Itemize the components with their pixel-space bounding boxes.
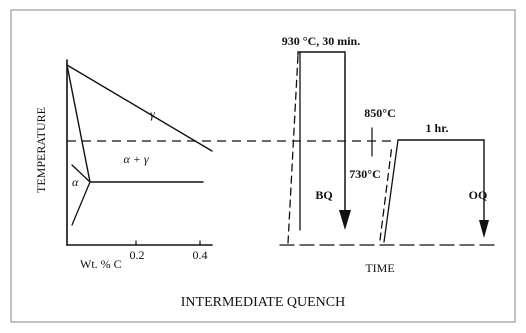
hold-930 — [297, 51, 346, 59]
reheat-ramp — [379, 144, 393, 241]
phase-y-axis-label: TEMPERATURE — [34, 107, 48, 193]
alpha-solvus-upper — [71, 164, 91, 183]
brine-quench-label: BQ — [315, 188, 332, 202]
hold-time-label: 1 hr. — [426, 121, 449, 135]
oil-quench-label: OQ — [469, 188, 488, 202]
region-alpha-gamma-label: α + γ — [123, 152, 148, 166]
heating-ramp-1 — [287, 54, 299, 244]
reheat-ramp-solid — [383, 139, 399, 243]
phase-x-tick-label: 0.2 — [130, 248, 145, 262]
oq-arrowhead — [479, 220, 489, 238]
austenitize-label: 930 °C, 30 min. — [282, 34, 360, 48]
intermediate-temp-label: 730°C — [349, 167, 380, 181]
phase-x-axis-label: Wt. % C — [80, 257, 122, 271]
alpha-solvus-lower — [71, 181, 91, 226]
time-axis-label: TIME — [365, 261, 394, 275]
figure-frame — [10, 9, 516, 323]
heat-treatment-schedule — [279, 51, 501, 246]
region-gamma-label: γ — [150, 107, 155, 121]
reheat-temp-label: 850°C — [364, 106, 395, 120]
region-alpha-label: α — [72, 175, 79, 189]
alpha-gamma-left-boundary — [66, 64, 91, 183]
phase-diagram — [66, 59, 213, 246]
a3-boundary-line — [66, 64, 213, 152]
phase-x-tick-label: 0.4 — [193, 248, 208, 262]
figure-caption: INTERMEDIATE QUENCH — [181, 295, 345, 310]
bq-arrowhead — [339, 210, 351, 230]
